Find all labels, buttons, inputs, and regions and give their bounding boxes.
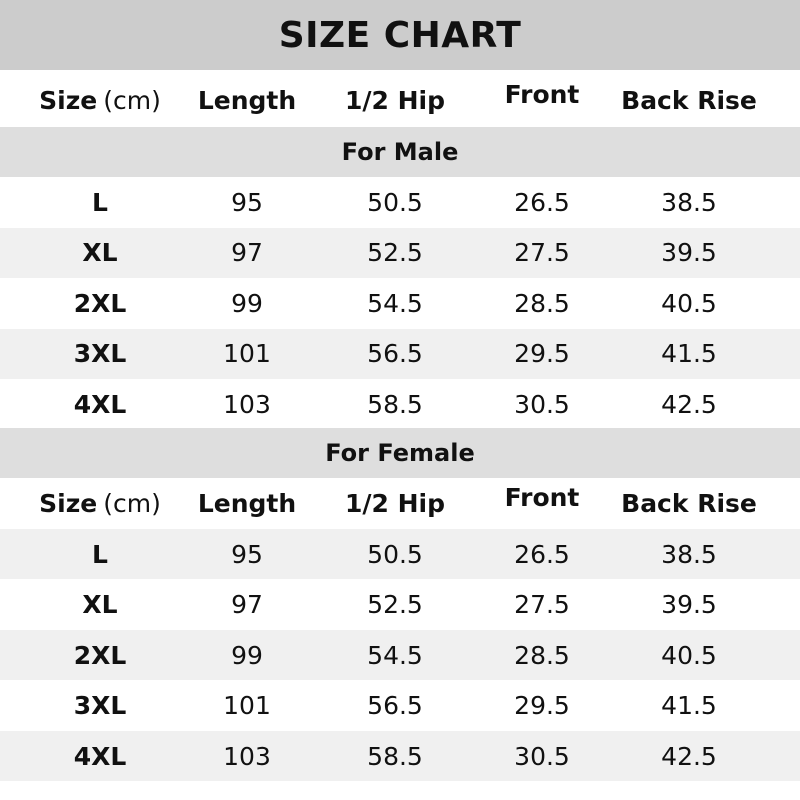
value-cell: 40.5 <box>661 640 717 670</box>
header-size: Size (cm) <box>39 74 161 126</box>
header-size-label: Size <box>39 488 98 518</box>
header-row: Size (cm) Length 1/2 Hip Front Back Rise <box>0 74 800 126</box>
table-row: 2XL 99 54.5 28.5 40.5 <box>0 278 800 328</box>
value-cell: 97 <box>231 590 263 619</box>
value-cell: 50.5 <box>367 187 423 217</box>
value-cell: 29.5 <box>514 339 570 368</box>
header-front: Front <box>504 79 580 109</box>
header-length: Length <box>197 85 297 115</box>
header-size-label: Size <box>39 85 98 115</box>
value-cell: 39.5 <box>661 590 717 619</box>
table-row: 3XL 101 56.5 29.5 41.5 <box>0 328 800 379</box>
value-cell: 95 <box>231 539 263 569</box>
value-cell: 56.5 <box>367 339 423 368</box>
table-row: 3XL 101 56.5 29.5 41.5 <box>0 681 800 731</box>
size-cell: 4XL <box>73 389 127 419</box>
section-label: For Male <box>0 127 800 177</box>
value-cell: 99 <box>231 288 263 318</box>
value-cell: 30.5 <box>514 741 570 771</box>
value-cell: 42.5 <box>661 389 717 419</box>
size-cell: 4XL <box>73 741 127 771</box>
size-cell: XL <box>82 238 118 267</box>
table-row: L 95 50.5 26.5 38.5 <box>0 177 800 227</box>
value-cell: 56.5 <box>367 691 423 720</box>
value-cell: 54.5 <box>367 288 423 318</box>
header-size: Size (cm) <box>39 477 161 529</box>
value-cell: 38.5 <box>661 187 717 217</box>
value-cell: 42.5 <box>661 741 717 771</box>
size-cell: 2XL <box>73 288 127 318</box>
value-cell: 103 <box>223 389 271 419</box>
value-cell: 58.5 <box>367 741 423 771</box>
value-cell: 58.5 <box>367 389 423 419</box>
header-size-unit: (cm) <box>103 85 161 115</box>
value-cell: 26.5 <box>514 539 570 569</box>
value-cell: 38.5 <box>661 539 717 569</box>
size-cell: 3XL <box>73 691 127 720</box>
value-cell: 101 <box>223 339 271 368</box>
section-label: For Female <box>0 428 800 478</box>
size-cell: L <box>92 539 108 569</box>
value-cell: 28.5 <box>514 640 570 670</box>
value-cell: 30.5 <box>514 389 570 419</box>
table-row: XL 97 52.5 27.5 39.5 <box>0 580 800 630</box>
value-cell: 50.5 <box>367 539 423 569</box>
value-cell: 27.5 <box>514 238 570 267</box>
value-cell: 41.5 <box>661 691 717 720</box>
size-cell: 2XL <box>73 640 127 670</box>
size-cell: XL <box>82 590 118 619</box>
table-row: 4XL 103 58.5 30.5 42.5 <box>0 379 800 429</box>
value-cell: 99 <box>231 640 263 670</box>
value-cell: 54.5 <box>367 640 423 670</box>
table-row: XL 97 52.5 27.5 39.5 <box>0 227 800 278</box>
value-cell: 101 <box>223 691 271 720</box>
table-row: L 95 50.5 26.5 38.5 <box>0 529 800 579</box>
value-cell: 40.5 <box>661 288 717 318</box>
table-row: 4XL 103 58.5 30.5 42.5 <box>0 731 800 781</box>
header-1-2-hip: 1/2 Hip <box>344 85 446 115</box>
value-cell: 39.5 <box>661 238 717 267</box>
value-cell: 95 <box>231 187 263 217</box>
size-cell: L <box>92 187 108 217</box>
value-cell: 103 <box>223 741 271 771</box>
header-back-rise: Back Rise <box>621 85 757 115</box>
header-front: Front <box>504 482 580 512</box>
size-chart-title: SIZE CHART <box>0 0 800 70</box>
value-cell: 26.5 <box>514 187 570 217</box>
header-1-2-hip: 1/2 Hip <box>344 488 446 518</box>
table-row: 2XL 99 54.5 28.5 40.5 <box>0 630 800 680</box>
size-cell: 3XL <box>73 339 127 368</box>
header-row: Size (cm) Length 1/2 Hip Front Back Rise <box>0 477 800 529</box>
header-length: Length <box>197 488 297 518</box>
value-cell: 28.5 <box>514 288 570 318</box>
value-cell: 41.5 <box>661 339 717 368</box>
value-cell: 29.5 <box>514 691 570 720</box>
header-back-rise: Back Rise <box>621 488 757 518</box>
value-cell: 52.5 <box>367 590 423 619</box>
value-cell: 27.5 <box>514 590 570 619</box>
value-cell: 97 <box>231 238 263 267</box>
header-size-unit: (cm) <box>103 488 161 518</box>
value-cell: 52.5 <box>367 238 423 267</box>
